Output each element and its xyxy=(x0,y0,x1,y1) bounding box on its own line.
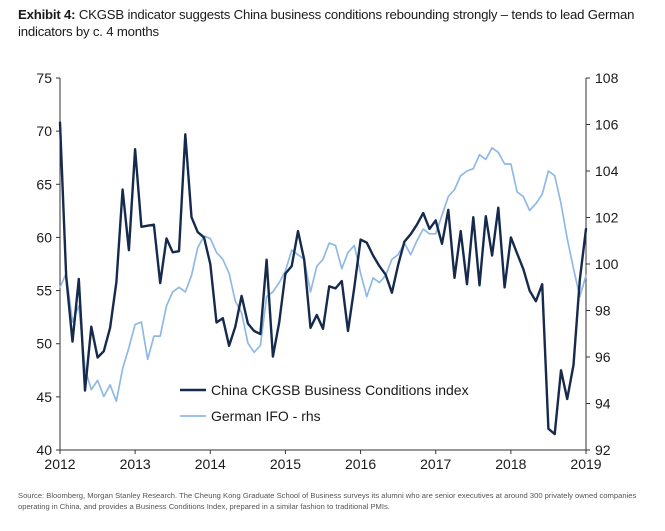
x-tick-label: 2014 xyxy=(195,456,226,472)
left-y-tick-label: 45 xyxy=(36,389,52,405)
x-tick-label: 2015 xyxy=(270,456,301,472)
left-y-tick-label: 70 xyxy=(36,123,52,139)
left-y-tick-label: 40 xyxy=(36,442,52,458)
right-y-tick-label: 100 xyxy=(595,256,619,272)
left-y-tick-label: 65 xyxy=(36,176,52,192)
right-y-tick-label: 104 xyxy=(595,163,619,179)
right-y-tick-label: 108 xyxy=(595,70,619,86)
right-y-tick-label: 96 xyxy=(595,349,611,365)
left-y-tick-label: 50 xyxy=(36,336,52,352)
right-y-tick-label: 92 xyxy=(595,442,611,458)
legend-label: German IFO - rhs xyxy=(211,408,321,424)
exhibit-label: Exhibit 4: xyxy=(18,7,76,22)
chart-title: Exhibit 4: CKGSB indicator suggests Chin… xyxy=(18,6,658,40)
title-text: CKGSB indicator suggests China business … xyxy=(18,7,635,39)
ckgsb-series-line xyxy=(58,121,588,436)
source-note: Source: Bloomberg, Morgan Stanley Resear… xyxy=(18,491,637,511)
x-tick-label: 2012 xyxy=(44,456,75,472)
series-layer xyxy=(58,121,588,436)
right-y-ticks: 92 94 96 98 100 102 104 106 108 xyxy=(586,70,619,458)
legend: China CKGSB Business Conditions index Ger… xyxy=(180,382,469,424)
right-y-tick-label: 94 xyxy=(595,396,611,412)
chart: 40 45 50 55 60 65 70 75 92 94 96 98 100 102 104 106 108… xyxy=(36,70,619,472)
right-y-tick-label: 102 xyxy=(595,210,619,226)
left-y-tick-label: 55 xyxy=(36,283,52,299)
x-tick-label: 2018 xyxy=(495,456,526,472)
left-y-ticks: 40 45 50 55 60 65 70 75 xyxy=(36,70,60,458)
legend-label: China CKGSB Business Conditions index xyxy=(211,382,469,398)
x-tick-label: 2019 xyxy=(570,456,601,472)
x-tick-label: 2017 xyxy=(420,456,451,472)
right-y-tick-label: 106 xyxy=(595,117,619,133)
x-ticks: 2012 2013 2014 2015 2016 2017 2018 2019 xyxy=(44,450,602,472)
left-y-tick-label: 60 xyxy=(36,229,52,245)
ifo-series-line xyxy=(59,146,587,403)
x-tick-label: 2016 xyxy=(345,456,376,472)
right-y-tick-label: 98 xyxy=(595,303,611,319)
left-y-tick-label: 75 xyxy=(36,70,52,86)
x-tick-label: 2013 xyxy=(120,456,151,472)
